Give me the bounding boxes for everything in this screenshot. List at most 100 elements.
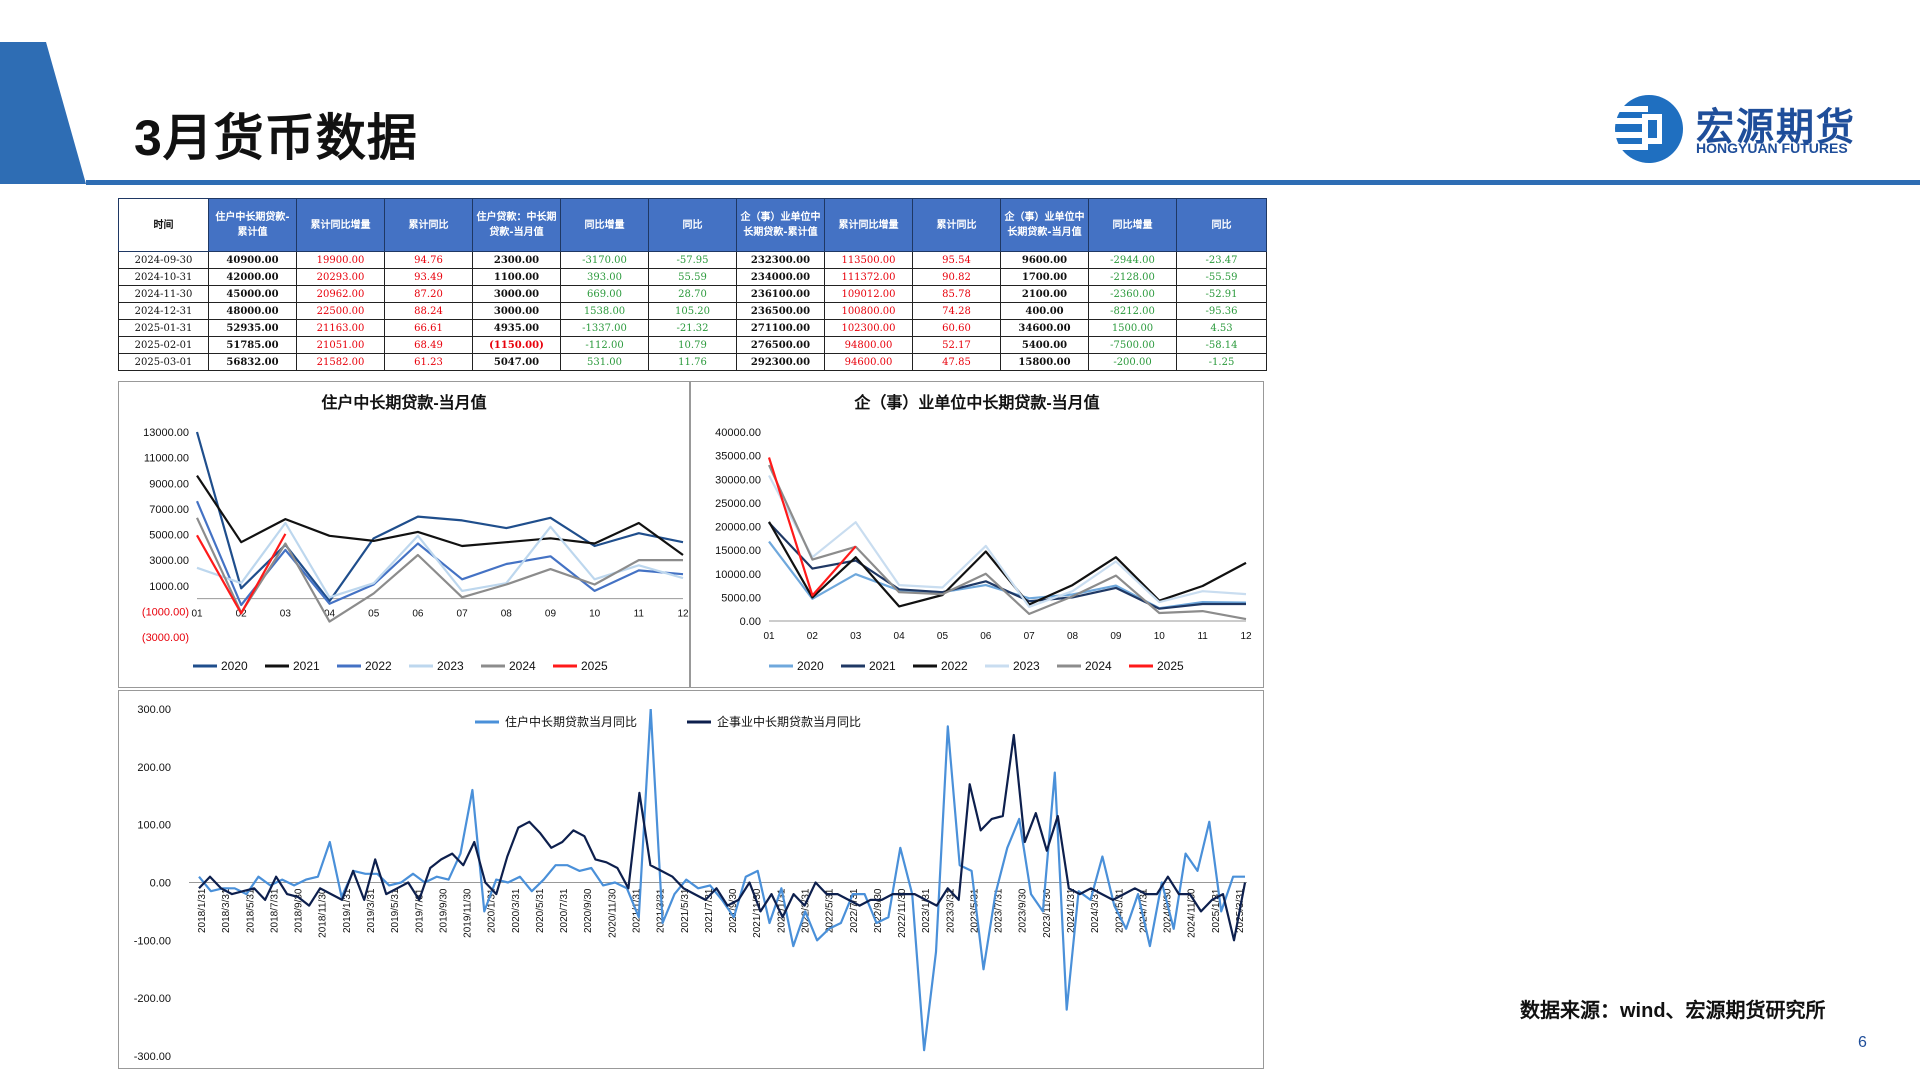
legend-label: 2023 (437, 659, 464, 673)
series-line-2021 (768, 521, 1246, 610)
legend-label: 2022 (365, 659, 392, 673)
table-row: 2025-03-01 56832.00 21582.00 61.23 5047.00 53… (118, 353, 1267, 371)
y-tick-label: 15000.00 (715, 545, 761, 557)
table-header-cell: 累计同比增量 (296, 198, 385, 252)
table-cell: 88.24 (384, 302, 473, 320)
table-cell: 87.20 (384, 285, 473, 303)
series-line-2024 (196, 517, 683, 623)
x-tick-label: 10 (589, 609, 601, 620)
table-cell: -52.91 (1176, 285, 1267, 303)
table-cell: 10.79 (648, 336, 737, 354)
table-cell: 1700.00 (1000, 268, 1089, 286)
table-cell: 1538.00 (560, 302, 649, 320)
table-cell: 393.00 (560, 268, 649, 286)
x-tick-label: 2019/5/31 (390, 888, 401, 933)
y-tick-label: 3000.00 (149, 555, 189, 567)
table-cell: 2025-03-01 (118, 353, 209, 371)
legend-label: 2024 (1085, 659, 1112, 673)
table-header-cell: 同比 (1176, 198, 1267, 252)
table-row: 2024-10-31 42000.00 20293.00 93.49 1100.00 39… (118, 268, 1267, 286)
table-cell: 60.60 (912, 319, 1001, 337)
x-tick-label: 2019/3/31 (366, 888, 377, 933)
table-body: 2024-09-30 40900.00 19900.00 94.76 2300.00 -3… (118, 251, 1267, 371)
x-tick-label: 2018/9/30 (294, 888, 305, 933)
yoy-chart-panel: 300.00 200.00 100.00 0.00 -100.00 -200.00 -300… (118, 690, 1264, 1069)
table-cell: 95.54 (912, 251, 1001, 269)
table-cell: -23.47 (1176, 251, 1267, 269)
x-tick-label: 2023/7/31 (994, 888, 1005, 933)
table-row: 2025-01-31 52935.00 21163.00 66.61 4935.00 -1… (118, 319, 1267, 337)
legend-label: 2023 (1013, 659, 1040, 673)
x-tick-label: 2018/3/31 (221, 888, 232, 933)
table-cell: 52935.00 (208, 319, 297, 337)
table-header-cell: 时间 (118, 198, 209, 252)
y-tick-label: 300.00 (137, 704, 171, 716)
legend-label: 2020 (221, 659, 248, 673)
table-cell: -7500.00 (1088, 336, 1177, 354)
table-cell: 2300.00 (472, 251, 561, 269)
table-cell: 105.20 (648, 302, 737, 320)
table-cell: 47.85 (912, 353, 1001, 371)
legend-label: 2022 (941, 659, 968, 673)
x-tick-label: 04 (324, 609, 336, 620)
table-cell: 4935.00 (472, 319, 561, 337)
x-tick-label: 11 (634, 609, 645, 620)
table-cell: 400.00 (1000, 302, 1089, 320)
table-cell: 66.61 (384, 319, 473, 337)
x-tick-label: 05 (937, 631, 949, 642)
company-logo: 宏源期货 HONGYUAN FUTURES (1612, 92, 1860, 166)
table-cell: 15800.00 (1000, 353, 1089, 371)
x-tick-label: 2023/5/31 (969, 888, 980, 933)
y-tick-label: 0.00 (150, 878, 171, 890)
x-tick-label: 2018/5/31 (245, 888, 256, 933)
y-tick-label: 30000.00 (715, 474, 761, 486)
table-cell: -95.36 (1176, 302, 1267, 320)
table-cell: 40900.00 (208, 251, 297, 269)
table-cell: 9600.00 (1000, 251, 1089, 269)
series-line-2023 (768, 474, 1247, 608)
table-cell: -112.00 (560, 336, 649, 354)
y-tick-label: 1000.00 (149, 581, 189, 593)
x-tick-label: 07 (457, 609, 469, 620)
table-cell: 236500.00 (736, 302, 825, 320)
series-line-2021 (196, 474, 684, 556)
table-row: 2024-12-31 48000.00 22500.00 88.24 3000.00 15… (118, 302, 1267, 320)
table-cell: 102300.00 (824, 319, 913, 337)
series-line-2025 (767, 457, 857, 597)
x-tick-label: 2024/1/31 (1066, 888, 1077, 933)
x-tick-label: 2020/3/31 (511, 888, 522, 933)
table-cell: 45000.00 (208, 285, 297, 303)
x-tick-label: 06 (412, 609, 424, 620)
y-tick-label: 40000.00 (715, 427, 761, 439)
x-tick-label: 01 (191, 609, 203, 620)
table-cell: 2025-02-01 (118, 336, 209, 354)
x-tick-label: 2024/3/31 (1090, 888, 1101, 933)
x-tick-label: 2023/1/31 (921, 888, 932, 933)
loan-data-table: 时间 住户中长期贷款-累计值 累计同比增量 累计同比 住户贷款：中长期贷款-当月值 同比增… (118, 198, 1267, 371)
series-line (198, 733, 1247, 942)
chart-title: 住户中长期贷款-当月值 (321, 393, 486, 412)
table-cell: 20293.00 (296, 268, 385, 286)
table-cell: 3000.00 (472, 285, 561, 303)
legend-label: 2020 (797, 659, 824, 673)
plot-area (198, 709, 1247, 1052)
header-divider (86, 180, 1920, 185)
table-cell: 94600.00 (824, 353, 913, 371)
x-tick-label: 03 (280, 609, 292, 620)
x-tick-label: 2019/7/31 (414, 888, 425, 933)
table-cell: 2024-09-30 (118, 251, 209, 269)
x-tick-label: 11 (1197, 631, 1208, 642)
table-cell: 271100.00 (736, 319, 825, 337)
x-tick-label: 09 (1110, 631, 1122, 642)
table-cell: 48000.00 (208, 302, 297, 320)
table-row: 2025-02-01 51785.00 21051.00 68.49 (1150.00)… (118, 336, 1267, 354)
y-tick-label: 11000.00 (144, 453, 189, 465)
table-cell: 234000.00 (736, 268, 825, 286)
legend-label: 2021 (869, 659, 896, 673)
y-tick-label: 20000.00 (715, 522, 761, 534)
data-source-note: 数据来源：wind、宏源期货研究所 (1520, 1000, 1826, 1022)
table-cell: 21582.00 (296, 353, 385, 371)
y-tick-label: -300.00 (134, 1051, 171, 1063)
table-header-row: 时间 住户中长期贷款-累计值 累计同比增量 累计同比 住户贷款：中长期贷款-当月值 同比增… (118, 198, 1267, 252)
x-tick-label: 2024/11/30 (1187, 888, 1198, 938)
